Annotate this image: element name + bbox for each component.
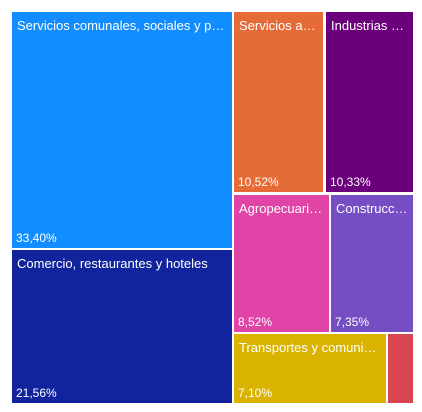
tile-value-label: 7,10%: [238, 386, 273, 400]
treemap-tile[interactable]: Agropecuari… 8,52%: [234, 195, 329, 332]
tile-value-label: 21,56%: [16, 386, 57, 400]
tile-value-label: 8,52%: [238, 315, 273, 329]
tile-label: Comercio, restaurantes y hoteles: [17, 256, 208, 271]
treemap-tile[interactable]: Comercio, restaurantes y hoteles 21,56%: [12, 250, 232, 403]
treemap-tile[interactable]: Industrias … 10,33%: [326, 12, 413, 192]
tile-value-label: 7,35%: [335, 315, 370, 329]
tile-label: Industrias …: [331, 18, 404, 33]
treemap-tile[interactable]: Servicios comunales, sociales y pe… 33,40…: [12, 12, 232, 248]
treemap-tile[interactable]: Transportes y comunic… 7,10%: [234, 334, 386, 403]
tile-label: Servicios a …: [239, 18, 318, 33]
tile-label: Servicios comunales, sociales y pe…: [17, 18, 227, 33]
treemap-tile[interactable]: Servicios a … 10,52%: [234, 12, 323, 192]
tile-label: Agropecuari…: [239, 201, 323, 216]
treemap-tile[interactable]: [388, 334, 413, 403]
tile-label: Construcci…: [336, 201, 408, 216]
tile-value-label: 10,33%: [330, 175, 371, 189]
tile-label: Transportes y comunic…: [239, 340, 381, 355]
tile-value-label: 10,52%: [238, 175, 279, 189]
treemap-tile[interactable]: Construcci… 7,35%: [331, 195, 413, 332]
tile-value-label: 33,40%: [16, 231, 57, 245]
